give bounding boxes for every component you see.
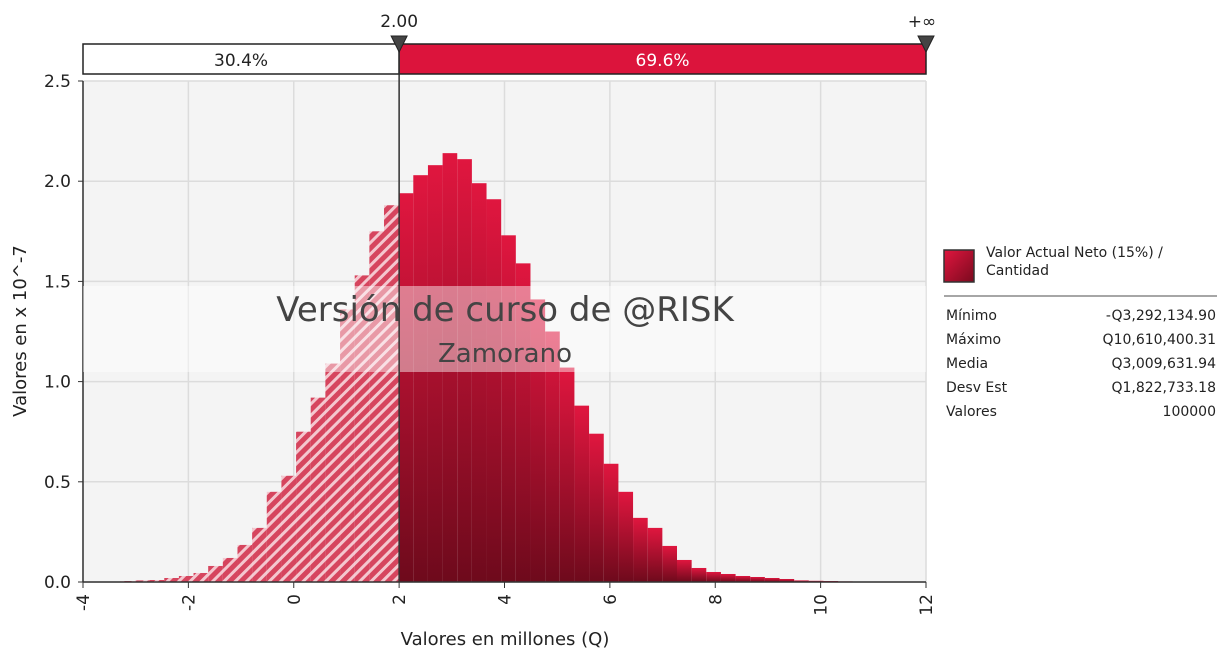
bar bbox=[603, 463, 619, 582]
bar bbox=[676, 559, 692, 582]
bar bbox=[706, 571, 721, 582]
bar bbox=[427, 165, 443, 582]
stat-value: Q1,822,733.18 bbox=[1111, 380, 1216, 396]
region-label: 69.6% bbox=[636, 51, 690, 71]
bar bbox=[252, 527, 267, 582]
bar bbox=[399, 193, 414, 582]
bar bbox=[515, 263, 531, 582]
x-tick-label: 6 bbox=[601, 594, 621, 605]
watermark-band bbox=[83, 286, 926, 372]
legend-label: Valor Actual Neto (15%) / Cantidad bbox=[986, 245, 1163, 279]
bar bbox=[501, 235, 516, 583]
bar bbox=[589, 433, 604, 582]
bar bbox=[735, 575, 751, 582]
bar bbox=[750, 576, 765, 582]
stat-value: Q3,009,631.94 bbox=[1111, 356, 1216, 372]
stat-label: Media bbox=[946, 356, 988, 372]
bar bbox=[647, 527, 663, 582]
bar bbox=[281, 475, 297, 582]
x-tick-label: -4 bbox=[74, 594, 94, 611]
bar bbox=[340, 309, 355, 582]
bar bbox=[662, 545, 677, 582]
y-tick-label: 0.5 bbox=[44, 473, 71, 493]
bar bbox=[442, 153, 458, 583]
y-tick-label: 1.0 bbox=[44, 373, 71, 393]
legend-label-box: Valor Actual Neto (15%) / Cantidad bbox=[986, 245, 1163, 279]
bar bbox=[149, 579, 165, 582]
region-right bbox=[398, 43, 927, 75]
delimiter-marker bbox=[390, 35, 408, 54]
y-tick-label: 2.0 bbox=[44, 172, 71, 192]
bar bbox=[296, 431, 311, 582]
x-tick-label: -2 bbox=[179, 594, 199, 611]
bar bbox=[764, 577, 780, 582]
bar bbox=[208, 565, 223, 582]
watermark: Zamorano bbox=[438, 339, 572, 369]
bar bbox=[237, 544, 253, 582]
watermark: Versión de curso de @RISK bbox=[276, 290, 735, 330]
bar bbox=[779, 578, 795, 582]
bar bbox=[325, 363, 341, 582]
bar bbox=[354, 275, 370, 582]
bar bbox=[794, 580, 809, 582]
x-tick-label: 2 bbox=[390, 594, 410, 605]
region-left bbox=[82, 43, 400, 75]
bar bbox=[222, 557, 238, 582]
bar bbox=[384, 205, 399, 583]
bar bbox=[618, 491, 634, 582]
delimiter-label: 2.00 bbox=[380, 12, 418, 32]
x-tick-label: 10 bbox=[812, 594, 832, 616]
bar bbox=[310, 397, 326, 582]
delimiter-label: +∞ bbox=[908, 12, 936, 32]
bar bbox=[178, 575, 194, 582]
bar bbox=[559, 367, 575, 582]
x-tick-label: 0 bbox=[285, 594, 305, 605]
stat-label: Máximo bbox=[946, 332, 1001, 348]
stat-label: Desv Est bbox=[946, 380, 1008, 396]
legend-swatch bbox=[943, 249, 975, 283]
stat-value: Q10,610,400.31 bbox=[1103, 332, 1216, 348]
bar bbox=[691, 567, 707, 582]
bar bbox=[134, 580, 150, 582]
x-axis-label: Valores en millones (Q) bbox=[401, 629, 610, 650]
bar bbox=[486, 199, 502, 582]
y-axis-label: Valores en x 10^-7 bbox=[10, 245, 31, 417]
region-label: 30.4% bbox=[214, 51, 268, 71]
bar bbox=[413, 175, 428, 583]
stat-label: Mínimo bbox=[946, 308, 997, 324]
x-tick-label: 12 bbox=[917, 594, 937, 616]
bar bbox=[369, 231, 385, 583]
bar bbox=[633, 517, 648, 582]
bar bbox=[720, 573, 736, 582]
bar bbox=[457, 159, 472, 582]
y-tick-label: 0.0 bbox=[44, 573, 71, 593]
y-tick-label: 1.5 bbox=[44, 272, 71, 292]
bar bbox=[545, 331, 560, 582]
stat-label: Valores bbox=[946, 404, 997, 420]
x-tick-label: 8 bbox=[706, 594, 726, 605]
x-tick-label: 4 bbox=[496, 594, 516, 605]
bar bbox=[471, 183, 487, 583]
stat-value: 100000 bbox=[1163, 404, 1216, 420]
delimiter-marker bbox=[917, 35, 935, 54]
y-tick-label: 2.5 bbox=[44, 72, 71, 92]
bar bbox=[266, 491, 282, 582]
bar bbox=[530, 299, 546, 582]
bar bbox=[574, 405, 590, 582]
bar bbox=[193, 572, 209, 582]
bar bbox=[164, 577, 179, 582]
stat-value: -Q3,292,134.90 bbox=[1106, 308, 1216, 324]
